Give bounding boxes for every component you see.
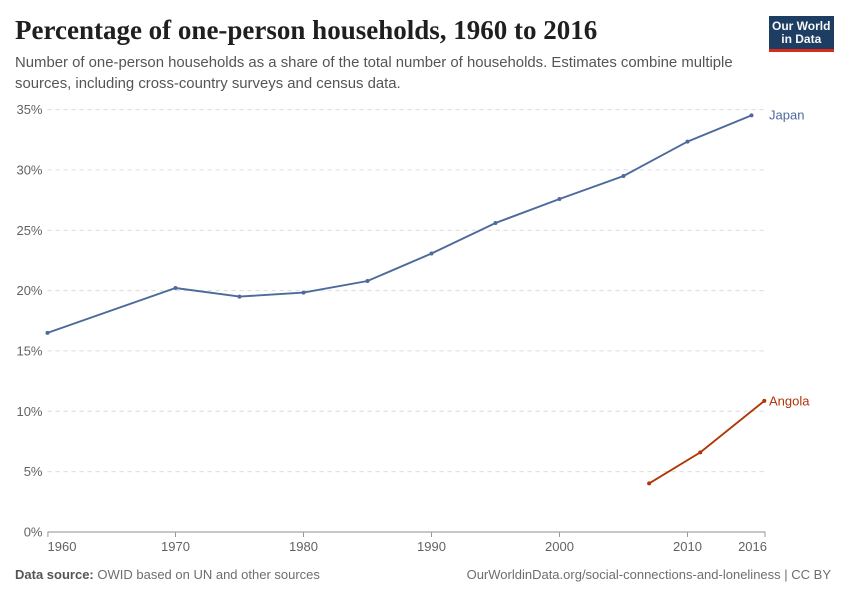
svg-text:25%: 25% [16,223,42,238]
svg-text:1980: 1980 [289,539,318,554]
svg-text:Japan: Japan [769,108,804,123]
svg-text:20%: 20% [16,283,42,298]
svg-text:30%: 30% [16,162,42,177]
svg-text:1960: 1960 [48,539,77,554]
svg-text:1970: 1970 [161,539,190,554]
svg-text:5%: 5% [24,464,43,479]
svg-text:Angola: Angola [769,394,810,409]
svg-text:1990: 1990 [417,539,446,554]
svg-text:0%: 0% [24,525,43,540]
svg-text:2000: 2000 [545,539,574,554]
svg-text:10%: 10% [16,404,42,419]
svg-text:2010: 2010 [673,539,702,554]
svg-text:35%: 35% [16,102,42,117]
svg-text:15%: 15% [16,343,42,358]
svg-text:2016: 2016 [738,539,767,554]
